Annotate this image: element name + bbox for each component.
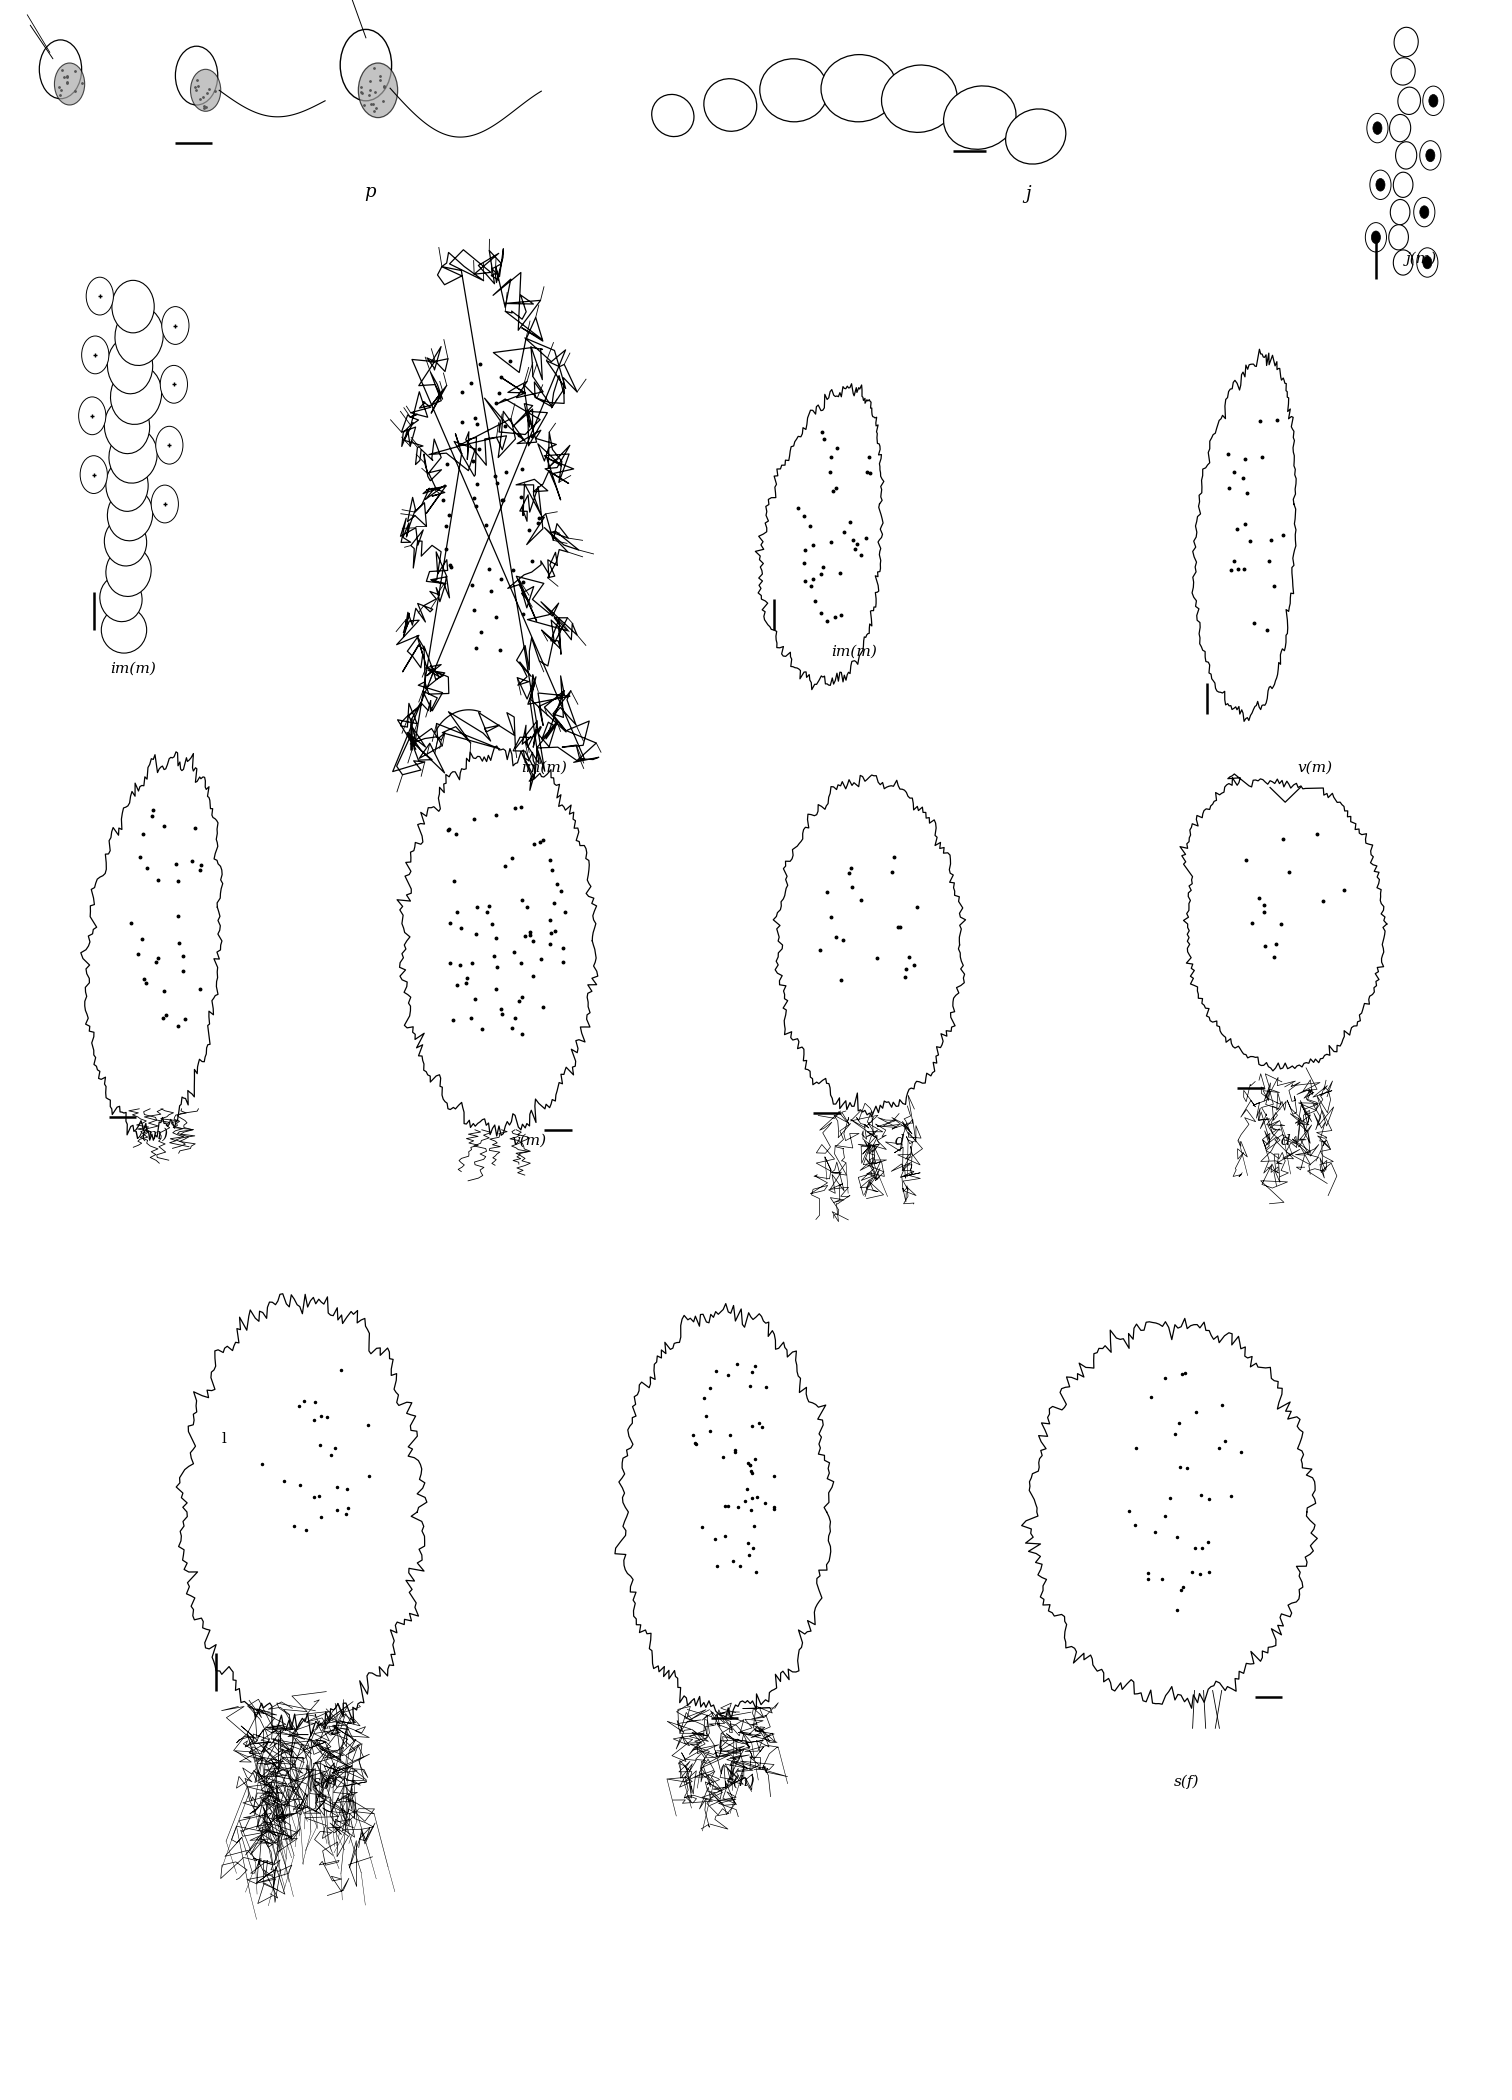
- Text: im(m): im(m): [832, 645, 877, 659]
- Ellipse shape: [109, 428, 157, 483]
- Text: l: l: [221, 1432, 227, 1447]
- Ellipse shape: [1391, 57, 1415, 86]
- Circle shape: [358, 63, 398, 118]
- Circle shape: [1420, 141, 1441, 170]
- Circle shape: [151, 485, 178, 523]
- Ellipse shape: [110, 365, 162, 424]
- Ellipse shape: [107, 487, 153, 542]
- Circle shape: [340, 29, 392, 101]
- Text: d: d: [1281, 1134, 1290, 1149]
- Ellipse shape: [106, 546, 151, 596]
- Circle shape: [82, 336, 109, 374]
- Circle shape: [162, 307, 189, 344]
- Ellipse shape: [1391, 200, 1409, 225]
- Ellipse shape: [1390, 113, 1411, 143]
- Text: v(m): v(m): [511, 1134, 547, 1149]
- Circle shape: [1371, 231, 1380, 244]
- Ellipse shape: [101, 607, 147, 653]
- Circle shape: [1414, 197, 1435, 227]
- Circle shape: [1376, 178, 1385, 191]
- Text: j: j: [1025, 185, 1031, 204]
- Circle shape: [156, 426, 183, 464]
- Ellipse shape: [821, 55, 897, 122]
- Ellipse shape: [761, 59, 827, 122]
- Text: s(h): s(h): [726, 1774, 756, 1789]
- Ellipse shape: [107, 336, 153, 395]
- Ellipse shape: [106, 458, 148, 512]
- Ellipse shape: [100, 575, 142, 622]
- Ellipse shape: [1394, 27, 1418, 57]
- Circle shape: [1420, 206, 1429, 218]
- Ellipse shape: [112, 281, 154, 334]
- Text: v(m): v(m): [133, 1128, 169, 1142]
- Circle shape: [1367, 113, 1388, 143]
- Ellipse shape: [104, 517, 147, 567]
- Text: im(m): im(m): [522, 760, 567, 775]
- Ellipse shape: [1394, 172, 1412, 197]
- Text: d: d: [895, 1134, 904, 1149]
- Text: p: p: [364, 183, 376, 202]
- Circle shape: [160, 365, 187, 403]
- Circle shape: [1423, 256, 1432, 269]
- Text: v(m): v(m): [1297, 760, 1334, 775]
- Circle shape: [1423, 86, 1444, 116]
- Text: j(m): j(m): [1406, 252, 1438, 267]
- Ellipse shape: [943, 86, 1016, 149]
- Circle shape: [1370, 170, 1391, 200]
- Circle shape: [1365, 223, 1387, 252]
- Circle shape: [1426, 149, 1435, 162]
- Circle shape: [175, 46, 218, 105]
- Ellipse shape: [1399, 86, 1420, 116]
- Circle shape: [1429, 94, 1438, 107]
- Ellipse shape: [652, 94, 694, 136]
- Circle shape: [54, 63, 85, 105]
- Ellipse shape: [1005, 109, 1066, 164]
- Circle shape: [79, 397, 106, 435]
- Circle shape: [80, 456, 107, 493]
- Text: s(f): s(f): [313, 1774, 337, 1789]
- Circle shape: [1373, 122, 1382, 134]
- Ellipse shape: [1394, 250, 1412, 275]
- Ellipse shape: [1390, 225, 1408, 250]
- Ellipse shape: [705, 78, 756, 132]
- Text: s(f): s(f): [1175, 1774, 1199, 1789]
- Ellipse shape: [881, 65, 957, 132]
- Ellipse shape: [115, 307, 163, 365]
- Ellipse shape: [104, 399, 150, 454]
- Text: im(m): im(m): [110, 662, 156, 676]
- Circle shape: [191, 69, 221, 111]
- Circle shape: [1417, 248, 1438, 277]
- Circle shape: [86, 277, 113, 315]
- Circle shape: [39, 40, 82, 99]
- Ellipse shape: [1396, 141, 1417, 170]
